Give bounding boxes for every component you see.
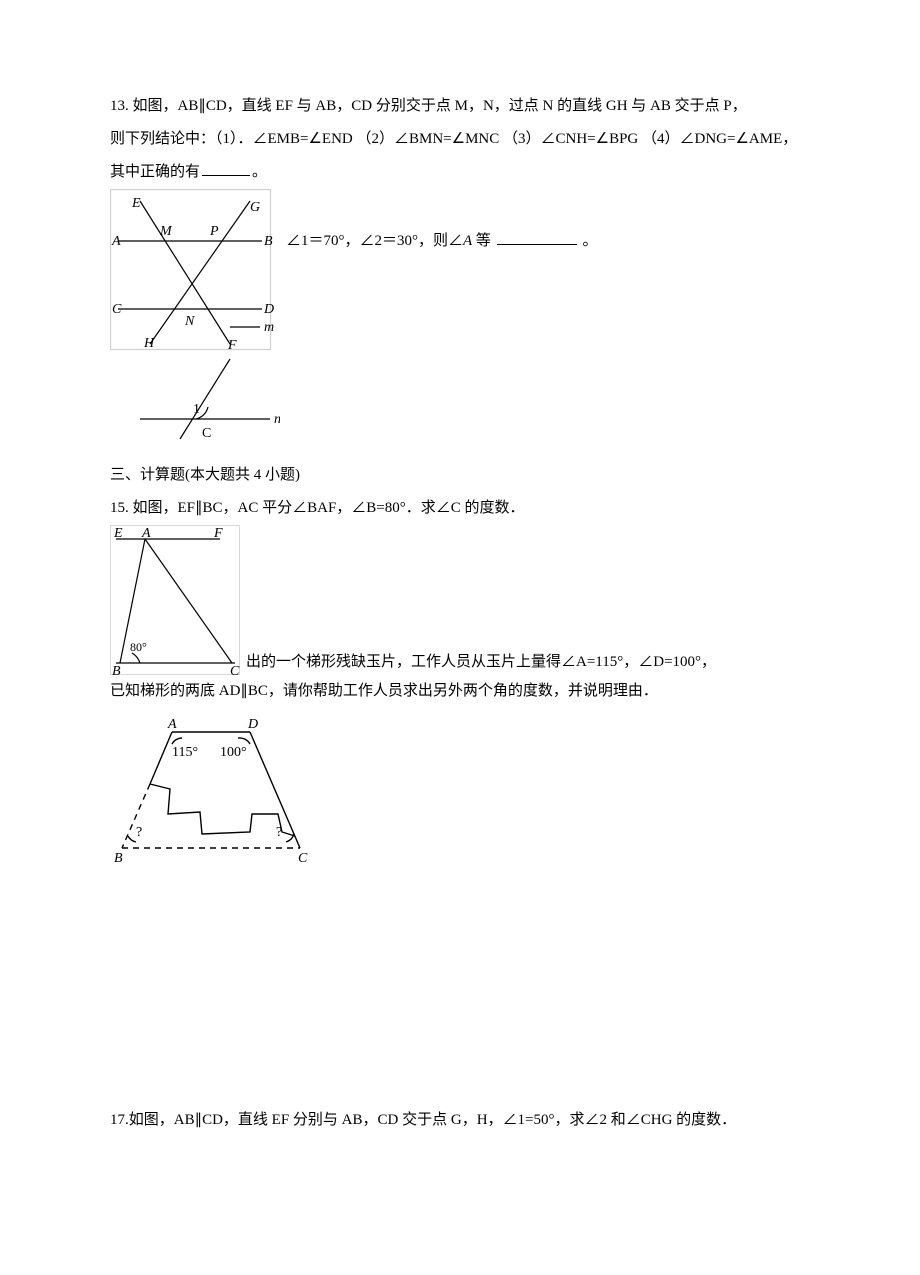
q13-line2: 则下列结论中：（1）．∠EMB=∠END （2）∠BMN=∠MNC （3）∠CN… bbox=[110, 123, 820, 156]
q15-figure-row: E A F B C 80° 出的一个梯形残缺玉片，工作人员从玉片上量得∠A=11… bbox=[110, 525, 820, 675]
lbl-C: C bbox=[112, 302, 122, 317]
lbl-C2: C bbox=[230, 664, 240, 675]
lbl-Clow: C bbox=[202, 426, 211, 441]
lbl-100: 100° bbox=[220, 745, 247, 760]
q13-figure: E G A B M P C D N H F m n C 1 bbox=[110, 189, 280, 449]
q13-line1: 13. 如图，AB∥CD，直线 EF 与 AB，CD 分别交于点 M，N，过点 … bbox=[110, 90, 820, 123]
lbl-H: H bbox=[143, 336, 155, 351]
lbl-A3: A bbox=[167, 717, 177, 732]
lbl-q1: ? bbox=[136, 825, 142, 840]
lbl-m: m bbox=[264, 320, 274, 335]
q16-line2: 已知梯形的两底 AD∥BC，请你帮助工作人员求出另外两个角的度数，并说明理由． bbox=[110, 675, 820, 708]
lbl-G: G bbox=[250, 200, 260, 215]
lbl-n: n bbox=[274, 412, 280, 427]
lbl-q2: ? bbox=[276, 825, 282, 840]
lbl-one: 1 bbox=[193, 402, 200, 417]
lbl-M: M bbox=[159, 224, 173, 239]
lbl-F: F bbox=[227, 338, 237, 353]
q14-post: 等 bbox=[472, 233, 495, 249]
q14-blank bbox=[497, 230, 577, 245]
lbl-D3: D bbox=[247, 717, 258, 732]
q14-inline: ∠1＝70°，∠2＝30°，则∠A 等 。 bbox=[286, 225, 597, 258]
lbl-115: 115° bbox=[172, 745, 198, 760]
lbl-B: B bbox=[264, 234, 273, 249]
lbl-E: E bbox=[131, 196, 141, 211]
lbl-P: P bbox=[209, 224, 219, 239]
q13-line3-post: 。 bbox=[252, 164, 267, 180]
lbl-C3: C bbox=[298, 851, 308, 864]
lbl-B3: B bbox=[114, 851, 123, 864]
lbl-A: A bbox=[111, 234, 121, 249]
q15-text: 15. 如图，EF∥BC，AC 平分∠BAF，∠B=80°．求∠C 的度数． bbox=[110, 492, 820, 525]
q16-figure: A D B C 115° 100° ? ? bbox=[110, 714, 820, 864]
lbl-F2: F bbox=[213, 526, 223, 541]
q13-figure-row: E G A B M P C D N H F m n C 1 ∠1＝70°，∠2＝… bbox=[110, 189, 820, 449]
q14-pre: ∠1＝70°，∠2＝30°，则∠ bbox=[286, 233, 463, 249]
q14-A: A bbox=[463, 233, 472, 249]
q13-blank bbox=[202, 161, 250, 176]
q13-line3-pre: 其中正确的有 bbox=[110, 164, 200, 180]
lbl-E2: E bbox=[113, 526, 123, 541]
lbl-N: N bbox=[184, 314, 195, 329]
lbl-A2: A bbox=[141, 526, 151, 541]
q17-text: 17.如图，AB∥CD，直线 EF 分别与 AB，CD 交于点 G，H，∠1=5… bbox=[110, 1104, 820, 1137]
section3-heading: 三、计算题(本大题共 4 小题) bbox=[110, 459, 820, 492]
q14-end: 。 bbox=[579, 233, 598, 249]
q15-figure: E A F B C 80° bbox=[110, 525, 240, 675]
lbl-80: 80° bbox=[130, 640, 147, 654]
lbl-D: D bbox=[263, 302, 274, 317]
lbl-B2: B bbox=[112, 664, 121, 675]
q13-line3: 其中正确的有 。 bbox=[110, 156, 820, 189]
